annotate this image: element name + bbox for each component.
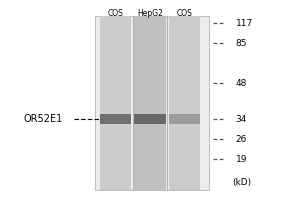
Bar	[134, 114, 166, 124]
Text: 85: 85	[236, 38, 247, 47]
Text: OR52E1: OR52E1	[24, 114, 63, 124]
Bar	[134, 16, 166, 190]
Bar	[169, 114, 200, 124]
Text: COS: COS	[108, 9, 123, 18]
Bar	[169, 16, 200, 190]
Text: 34: 34	[236, 114, 247, 123]
Text: HepG2: HepG2	[137, 9, 163, 18]
Bar	[100, 114, 131, 124]
Text: 19: 19	[236, 154, 247, 164]
Bar	[94, 16, 208, 190]
Text: COS: COS	[177, 9, 192, 18]
Text: 26: 26	[236, 134, 247, 144]
Bar	[100, 16, 131, 190]
Text: 48: 48	[236, 78, 247, 88]
Text: 117: 117	[236, 19, 253, 27]
Text: (kD): (kD)	[232, 178, 252, 186]
